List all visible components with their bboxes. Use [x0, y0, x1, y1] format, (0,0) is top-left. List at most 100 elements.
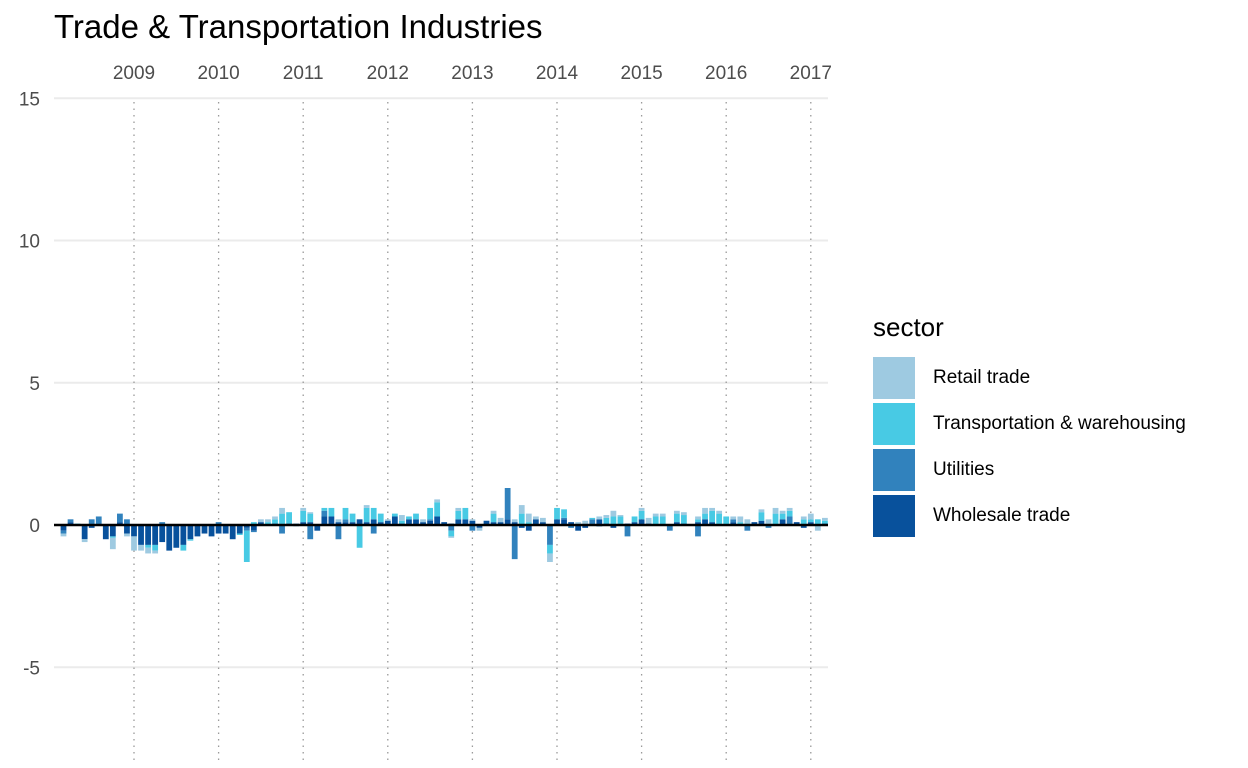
- bar-segment-transportation-warehousing: [659, 516, 666, 526]
- bar-segment-transportation-warehousing: [716, 513, 723, 525]
- bar-segment-transportation-warehousing: [814, 519, 821, 525]
- x-tick-label: 2013: [451, 63, 493, 84]
- bar-segment-wholesale-trade: [469, 520, 476, 525]
- bar-segment-transportation-warehousing: [279, 513, 285, 525]
- bar-segment-transportation-warehousing: [370, 507, 377, 520]
- bar-segment-utilities: [307, 525, 314, 540]
- bar-segment-retail-trade: [582, 520, 589, 525]
- bar-segment-retail-trade: [532, 516, 539, 520]
- bar-segment-retail-trade: [645, 517, 652, 524]
- bar-segment-utilities: [547, 525, 553, 545]
- bar-segment-retail-trade: [596, 516, 603, 520]
- bar-segment-utilities: [511, 525, 518, 560]
- bar-segment-wholesale-trade: [300, 522, 307, 525]
- legend-label: Utilities: [933, 459, 995, 480]
- bar-segment-wholesale-trade: [525, 525, 532, 531]
- bar-segment-retail-trade: [265, 519, 271, 523]
- x-tick-label: 2011: [283, 63, 324, 84]
- bar-segment-utilities: [88, 519, 95, 525]
- bar-segment-wholesale-trade: [159, 525, 166, 543]
- bar-segment-transportation-warehousing: [377, 513, 384, 523]
- bar-segment-utilities: [67, 519, 74, 523]
- bar-segment-utilities: [124, 519, 130, 525]
- bar-segment-wholesale-trade: [145, 525, 151, 545]
- bar-segment-wholesale-trade: [314, 525, 321, 531]
- bar-segment-transportation-warehousing: [490, 513, 497, 523]
- bar-segment-utilities: [730, 519, 737, 523]
- bar-segment-transportation-warehousing: [243, 530, 250, 562]
- bar-segment-transportation-warehousing: [265, 522, 271, 525]
- bar-segment-wholesale-trade: [215, 525, 222, 534]
- bar-segment-wholesale-trade: [476, 525, 483, 528]
- bar-segment-transportation-warehousing: [807, 519, 814, 523]
- bar-segment-retail-trade: [786, 507, 793, 511]
- bar-segment-transportation-warehousing: [300, 510, 307, 523]
- bar-segment-transportation-warehousing: [462, 507, 469, 520]
- bar-segment-utilities: [215, 522, 222, 525]
- bar-segment-transportation-warehousing: [399, 520, 405, 524]
- bar-segment-wholesale-trade: [638, 519, 645, 525]
- bar-segment-transportation-warehousing: [363, 507, 370, 523]
- bar-segment-transportation-warehousing: [603, 517, 610, 524]
- bar-segment-retail-trade: [448, 536, 455, 538]
- bar-segment-transportation-warehousing: [525, 522, 532, 525]
- y-tick-label: 5: [29, 374, 40, 395]
- legend-key: [873, 403, 915, 445]
- bar-segment-retail-trade: [709, 507, 715, 511]
- bar-segment-retail-trade: [420, 519, 426, 523]
- bar-segment-wholesale-trade: [413, 519, 419, 525]
- legend-label: Wholesale trade: [933, 505, 1071, 526]
- bar-segment-transportation-warehousing: [610, 516, 617, 526]
- bar-segment-transportation-warehousing: [109, 536, 116, 538]
- bar-segment-utilities: [666, 525, 673, 531]
- bar-segment-utilities: [279, 525, 285, 534]
- bar-segment-retail-trade: [695, 516, 701, 520]
- bar-segment-wholesale-trade: [88, 525, 95, 528]
- bar-segment-transportation-warehousing: [758, 512, 765, 521]
- bar-segment-wholesale-trade: [779, 519, 786, 525]
- bar-segment-retail-trade: [434, 499, 441, 503]
- bar-segment-retail-trade: [60, 533, 67, 537]
- bar-segment-wholesale-trade: [138, 525, 144, 545]
- bar-segment-wholesale-trade: [427, 520, 433, 525]
- bar-segment-wholesale-trade: [258, 522, 264, 525]
- bar-segment-retail-trade: [547, 553, 553, 562]
- bar-segment-retail-trade: [511, 519, 518, 523]
- bar-segment-wholesale-trade: [356, 519, 363, 525]
- bar-segment-retail-trade: [525, 513, 532, 523]
- bar-segment-wholesale-trade: [434, 516, 441, 526]
- bar-segment-transportation-warehousing: [589, 517, 596, 520]
- bar-segment-transportation-warehousing: [695, 519, 701, 523]
- bar-segment-wholesale-trade: [800, 525, 807, 528]
- bar-segment-transportation-warehousing: [349, 513, 356, 523]
- x-tick-label: 2010: [197, 63, 239, 84]
- bar-segment-wholesale-trade: [117, 522, 123, 525]
- gridlines: [54, 97, 828, 760]
- bar-segment-wholesale-trade: [582, 525, 589, 528]
- bar-segment-wholesale-trade: [518, 525, 525, 528]
- bar-segment-wholesale-trade: [180, 525, 187, 545]
- bar-segment-wholesale-trade: [504, 519, 511, 525]
- bar-segment-wholesale-trade: [187, 525, 194, 540]
- bar-segment-transportation-warehousing: [786, 510, 793, 517]
- bar-segment-transportation-warehousing: [681, 515, 687, 524]
- bar-segment-wholesale-trade: [673, 522, 680, 525]
- bar-segment-transportation-warehousing: [631, 516, 638, 523]
- bar-segment-wholesale-trade: [243, 525, 250, 528]
- bar-segment-retail-trade: [497, 517, 504, 523]
- bar-segment-retail-trade: [758, 509, 765, 513]
- bar-segment-transportation-warehousing: [737, 522, 744, 525]
- bar-segment-transportation-warehousing: [434, 502, 441, 517]
- bar-segment-wholesale-trade: [307, 522, 314, 525]
- bar-segment-retail-trade: [138, 544, 144, 551]
- bar-segment-wholesale-trade: [236, 525, 243, 534]
- bar-segment-retail-trade: [737, 516, 744, 523]
- bar-segment-utilities: [624, 525, 631, 537]
- bar-segment-wholesale-trade: [194, 525, 201, 537]
- bar-segment-wholesale-trade: [631, 522, 638, 525]
- legend: sector Retail trade Transportation & ware…: [873, 312, 1186, 539]
- bar-segment-retail-trade: [540, 517, 546, 523]
- bar-segment-utilities: [561, 517, 567, 520]
- bar-segment-retail-trade: [638, 507, 645, 511]
- legend-label: Retail trade: [933, 367, 1031, 388]
